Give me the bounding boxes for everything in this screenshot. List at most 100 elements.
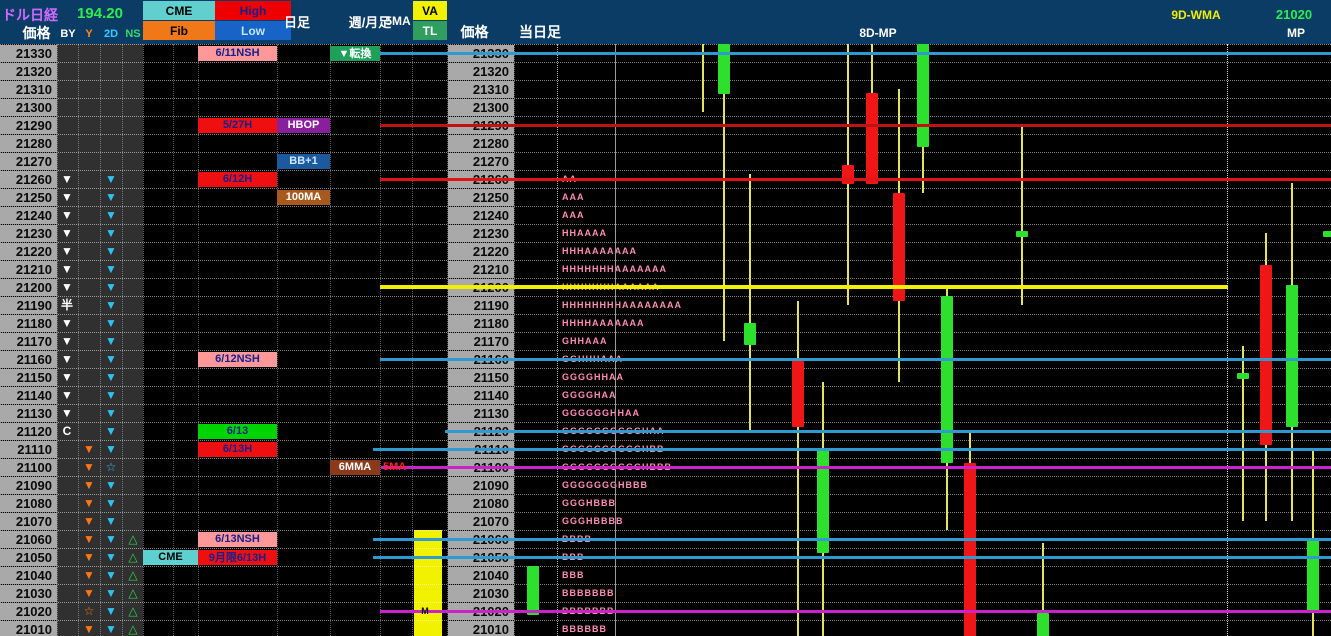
indicator-hline	[375, 51, 1331, 55]
triangle-down-white-icon: ▼	[61, 406, 73, 420]
row-gridline	[0, 188, 1331, 189]
price-cell-left: 21040	[0, 566, 57, 584]
indicator-hline	[381, 465, 1331, 469]
candle-body	[842, 164, 854, 185]
weekly-monthly-timeframe-button[interactable]: 週/月足	[348, 14, 392, 30]
triangle-up-green-icon: △	[128, 532, 138, 546]
column-gridline	[330, 44, 331, 636]
market-profile-letters: HHHAAAAAAA	[562, 246, 637, 256]
price-cell-left: 21310	[0, 80, 57, 98]
triangle-down-cyan-icon: ▼	[105, 424, 117, 438]
price-cell-left: 21190	[0, 296, 57, 314]
triangle-down-cyan-icon: ▼	[105, 370, 117, 384]
candle-body	[866, 92, 878, 185]
triangle-down-cyan-icon: ▼	[105, 388, 117, 402]
price-cell-right: 21240	[448, 206, 514, 224]
high-toggle[interactable]: High	[215, 1, 291, 20]
triangle-up-green-icon: △	[128, 604, 138, 618]
column-gridline	[122, 44, 123, 636]
price-cell-right: 21030	[448, 584, 514, 602]
price-cell-left: 21140	[0, 386, 57, 404]
column-header-y[interactable]: Y	[85, 27, 93, 40]
daily-timeframe-button[interactable]: 日足	[283, 14, 310, 30]
triangle-down-orange-icon: ▼	[83, 442, 95, 456]
row-gridline	[0, 548, 1331, 549]
market-profile-letters: GGGHBBBB	[562, 516, 624, 526]
column-gridline	[412, 44, 413, 636]
va-toggle[interactable]: VA	[413, 1, 447, 20]
triangle-down-cyan-icon: ▼	[105, 514, 117, 528]
price-cell-right: 21250	[448, 188, 514, 206]
market-profile-letters: GGGHBBB	[562, 498, 616, 508]
price-cell-left: 21160	[0, 350, 57, 368]
chart-vertical-line	[615, 44, 616, 636]
cme-toggle[interactable]: CME	[143, 1, 215, 20]
row-gridline	[0, 134, 1331, 135]
price-cell-left: 21200	[0, 278, 57, 296]
indicator-hline	[380, 357, 1331, 361]
signal-grid-background	[57, 44, 143, 636]
triangle-down-orange-icon: ▼	[83, 568, 95, 582]
price-cell-left: 21130	[0, 404, 57, 422]
triangle-down-orange-icon: ▼	[83, 478, 95, 492]
row-gridline	[0, 170, 1331, 171]
row-gridline	[0, 458, 1331, 459]
price-cell-left: 21240	[0, 206, 57, 224]
ma5-toggle[interactable]: 5MA	[385, 14, 411, 28]
triangle-down-white-icon: ▼	[61, 172, 73, 186]
price-cell-right: 21170	[448, 332, 514, 350]
triangle-down-cyan-icon: ▼	[105, 568, 117, 582]
price-cell-left: 21060	[0, 530, 57, 548]
triangle-down-white-icon: ▼	[61, 334, 73, 348]
market-profile-letters: HHAAAA	[562, 228, 607, 238]
triangle-down-cyan-icon: ▼	[105, 406, 117, 420]
triangle-down-cyan-icon: ▼	[105, 298, 117, 312]
row-gridline	[0, 386, 1331, 387]
price-cell-right: 21270	[448, 152, 514, 170]
triangle-down-cyan-icon: ▼	[105, 532, 117, 546]
market-profile-letters: GGGGHAA	[562, 390, 617, 400]
triangle-down-cyan-icon: ▼	[105, 334, 117, 348]
triangle-down-cyan-icon: ▼	[105, 496, 117, 510]
row-gridline	[0, 314, 1331, 315]
candle-body	[1307, 539, 1319, 611]
candle-wick	[1242, 346, 1244, 521]
column-gridline	[277, 44, 278, 636]
price-cell-right: 21010	[448, 620, 514, 636]
tl-toggle[interactable]: TL	[413, 21, 447, 40]
fib-toggle[interactable]: Fib	[143, 21, 215, 40]
price-cell-right: 21230	[448, 224, 514, 242]
market-profile-letters: GGGGHHAA	[562, 372, 624, 382]
price-cell-right: 21040	[448, 566, 514, 584]
triangle-down-white-icon: ▼	[61, 190, 73, 204]
price-cell-right: 21300	[448, 98, 514, 116]
column-header-by[interactable]: BY	[60, 27, 76, 40]
row-gridline	[0, 584, 1331, 585]
candle-body	[792, 359, 804, 428]
triangle-down-orange-icon: ▼	[83, 550, 95, 564]
triangle-down-white-icon: ▼	[61, 262, 73, 276]
va-marker-m: M	[421, 606, 429, 616]
price-cell-left: 21030	[0, 584, 57, 602]
candle-body	[1323, 231, 1331, 237]
candle-body	[1037, 612, 1049, 636]
market-profile-letters: HHHHAAAAAAA	[562, 318, 645, 328]
market-profile-letters: BBBBBB	[562, 624, 607, 634]
indicator-hline	[373, 555, 1331, 559]
price-cell-left: 21070	[0, 512, 57, 530]
level-label: 9月限6/13H	[198, 549, 277, 565]
level-label: BB+1	[277, 153, 330, 169]
price-cell-right: 21190	[448, 296, 514, 314]
by-text-marker: C	[62, 424, 72, 438]
price-cell-left: 21110	[0, 440, 57, 458]
low-toggle[interactable]: Low	[215, 21, 291, 40]
triangle-down-white-icon: ▼	[61, 226, 73, 240]
column-header-2d[interactable]: 2D	[103, 27, 119, 40]
price-cell-left: 21230	[0, 224, 57, 242]
by-text-marker: 半	[60, 298, 73, 312]
triangle-down-cyan-icon: ▼	[105, 316, 117, 330]
column-header-ns[interactable]: NS	[125, 27, 141, 40]
price-cell-right: 21210	[448, 260, 514, 278]
triangle-down-cyan-icon: ▼	[105, 262, 117, 276]
